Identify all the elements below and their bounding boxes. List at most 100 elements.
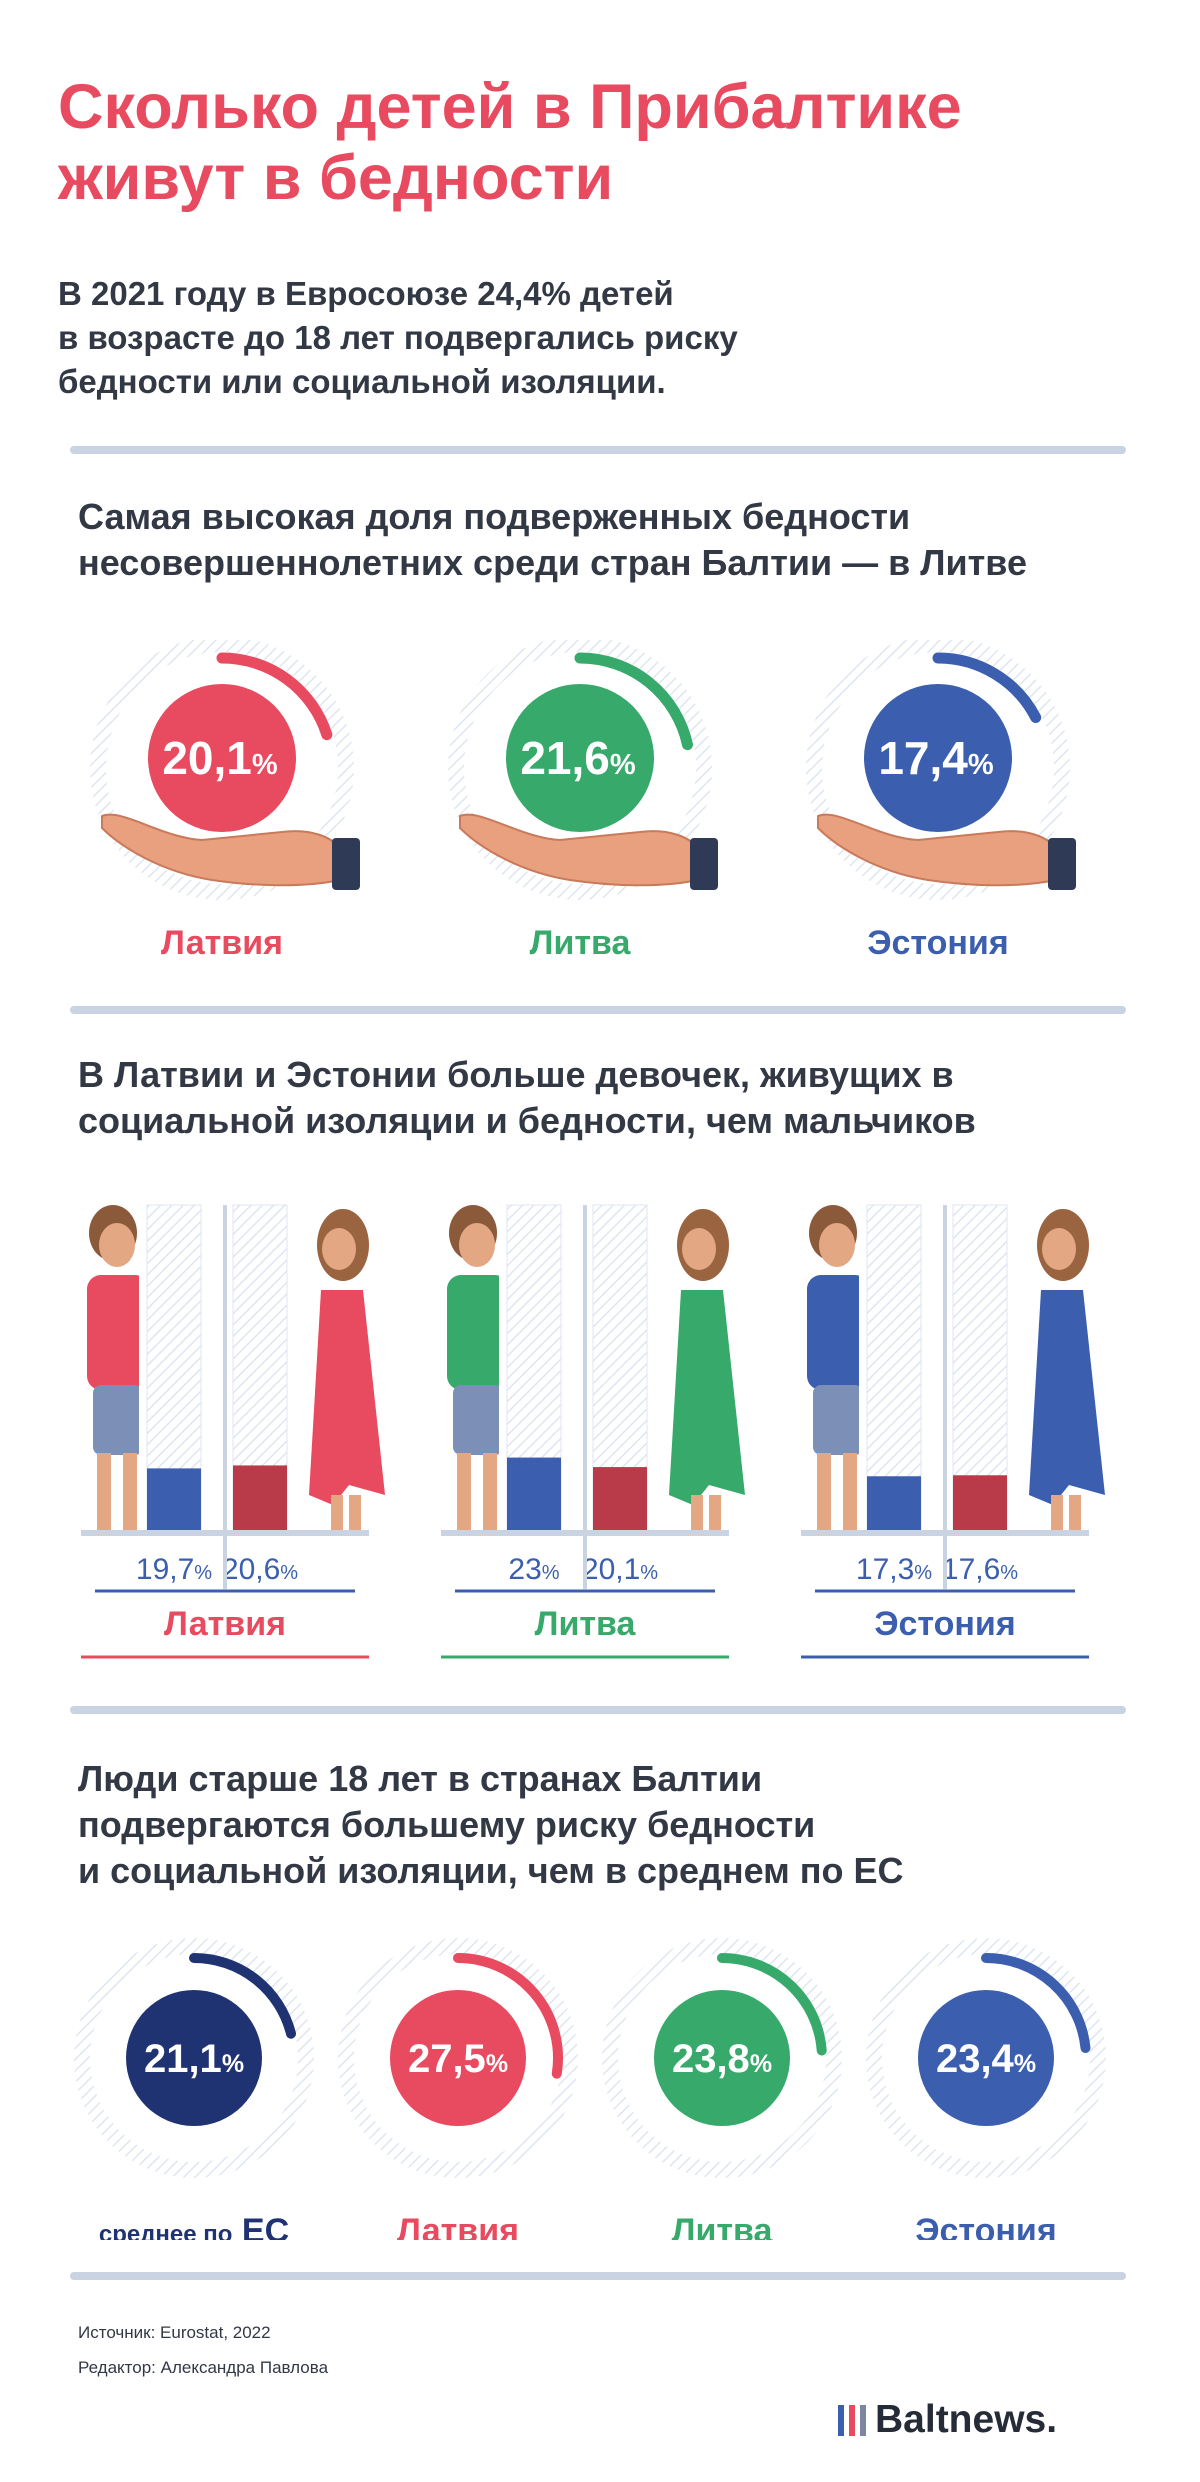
value-arc [216,652,333,741]
intro-line-2: в возрасте до 18 лет подвергались риску [58,319,738,356]
section1-heading-line-2: несовершеннолетних среди стран Балтии — … [78,542,1027,583]
value-arc [189,1953,297,2039]
value-circle [654,1990,790,2126]
sleeve-icon [1048,838,1076,890]
boy-shirt-icon [87,1275,149,1390]
country-label: Литва [530,924,632,962]
bar [147,1468,201,1533]
boy-leg-icon [817,1453,831,1533]
girl-head-icon [682,1228,716,1270]
value-circle [390,1990,526,2126]
boy-head-icon [459,1223,495,1267]
editor-note: Редактор: Александра Павлова [78,2358,329,2377]
value-label: 23,4% [936,2037,1036,2081]
value-arc [932,652,1042,723]
section2-heading-line-1: В Латвии и Эстонии больше девочек, живущ… [78,1054,954,1095]
value-arc [574,652,693,751]
value-label: 23,8% [672,2037,772,2081]
value-label: 27,5% [408,2037,508,2081]
bar [593,1467,647,1533]
section3-heading: Люди старше 18 лет в странах Балтии подв… [78,1756,1158,1894]
bar-value-label: 20,1% [582,1553,658,1586]
page-title: Сколько детей в Прибалтике живут в бедно… [58,72,1158,214]
section2-heading: В Латвии и Эстонии больше девочек, живущ… [78,1052,1158,1144]
bar [953,1475,1007,1533]
country-label: Эстония [915,2212,1056,2240]
separator [70,1006,1126,1014]
girl-head-icon [1042,1228,1076,1270]
country-label: Латвия [397,2212,519,2240]
boy-shirt-icon [807,1275,869,1390]
value-circle [864,684,1012,832]
value-arc [453,1953,563,2079]
boy-head-icon [99,1223,135,1267]
boy-leg-icon [457,1453,471,1533]
adult-poverty-circle-chart: 21,1% среднее по ЕС 27,5% Латвия 23,8% Литва 2… [74,1938,1106,2240]
bar-value-label: 17,6% [942,1553,1018,1586]
boy-shirt-icon [447,1275,509,1390]
children-poverty-circle-chart: 20,1% Латвия 21,6% Литва 17,4% Эстония [90,640,1076,962]
bar [867,1476,921,1533]
hatched-ring [90,640,354,900]
country-label: Литва [535,1605,637,1643]
country-label: Эстония [867,924,1008,962]
bar-value-label: 19,7% [136,1553,212,1586]
intro-text: В 2021 году в Евросоюзе 24,4% детей в во… [58,272,958,404]
value-label: 21,1% [144,2037,244,2081]
hatched-ring [602,1938,842,2178]
boy-shorts-icon [453,1385,503,1455]
hatched-ring [448,640,712,900]
country-label: Эстония [874,1605,1015,1643]
girl-leg-icon [691,1495,703,1535]
intro-line-3: бедности или социальной изоляции. [58,363,666,400]
title-line-1: Сколько детей в Прибалтике [58,72,962,142]
value-circle [918,1990,1054,2126]
girl-leg-icon [709,1495,721,1535]
bar-value-label: 20,6% [222,1553,298,1586]
value-arc [981,1953,1091,2053]
girl-leg-icon [331,1495,343,1535]
hatched-ring [74,1938,314,2178]
baltnews-logo: Baltnews. [838,2398,1057,2442]
value-label: 17,4% [878,732,994,784]
hatched-ring [866,1938,1106,2178]
gender-poverty-bar-chart: 19,7% 20,6% Латвия 23% 20,1% Литва 17,3% 17,6% Э… [81,1204,1105,1659]
girl-leg-icon [1051,1495,1063,1535]
girl-head-icon [322,1228,356,1270]
boy-head-icon [819,1223,855,1267]
value-circle [148,684,296,832]
hatched-ring [338,1938,578,2178]
section3-heading-line-1: Люди старше 18 лет в странах Балтии [78,1758,763,1799]
source-note: Источник: Eurostat, 2022 [78,2323,271,2342]
value-label: 20,1% [162,732,278,784]
intro-line-1: В 2021 году в Евросоюзе 24,4% детей [58,275,674,312]
bar-value-label: 23% [508,1553,559,1586]
section1-heading: Самая высокая доля подверженных бедности… [78,494,1158,586]
separator [70,446,1126,454]
section2-heading-line-2: социальной изоляции и бедности, чем маль… [78,1100,976,1141]
boy-leg-icon [97,1453,111,1533]
girl-leg-icon [1069,1495,1081,1535]
girl-dress-icon [669,1290,745,1505]
boy-shorts-icon [93,1385,143,1455]
girl-dress-icon [309,1290,385,1505]
logo-text: Baltnews. [875,2398,1058,2441]
bar [233,1465,287,1533]
boy-shorts-icon [813,1385,863,1455]
section3-heading-line-2: подвергаются большему риску бедности [78,1804,816,1845]
girl-dress-icon [1029,1290,1105,1505]
title-line-2: живут в бедности [58,143,614,213]
country-label: среднее по ЕС [99,2212,289,2240]
boy-leg-icon [483,1453,497,1533]
value-circle [506,684,654,832]
country-label: Латвия [161,924,283,962]
value-label: 21,6% [520,732,636,784]
boy-leg-icon [843,1453,857,1533]
section1-heading-line-1: Самая высокая доля подверженных бедности [78,496,911,537]
section3-heading-line-3: и социальной изоляции, чем в среднем по … [78,1850,904,1891]
country-label: Литва [672,2212,774,2240]
sleeve-icon [690,838,718,890]
hatched-ring [806,640,1070,900]
boy-leg-icon [123,1453,137,1533]
logo-bars-icon [838,2404,866,2436]
